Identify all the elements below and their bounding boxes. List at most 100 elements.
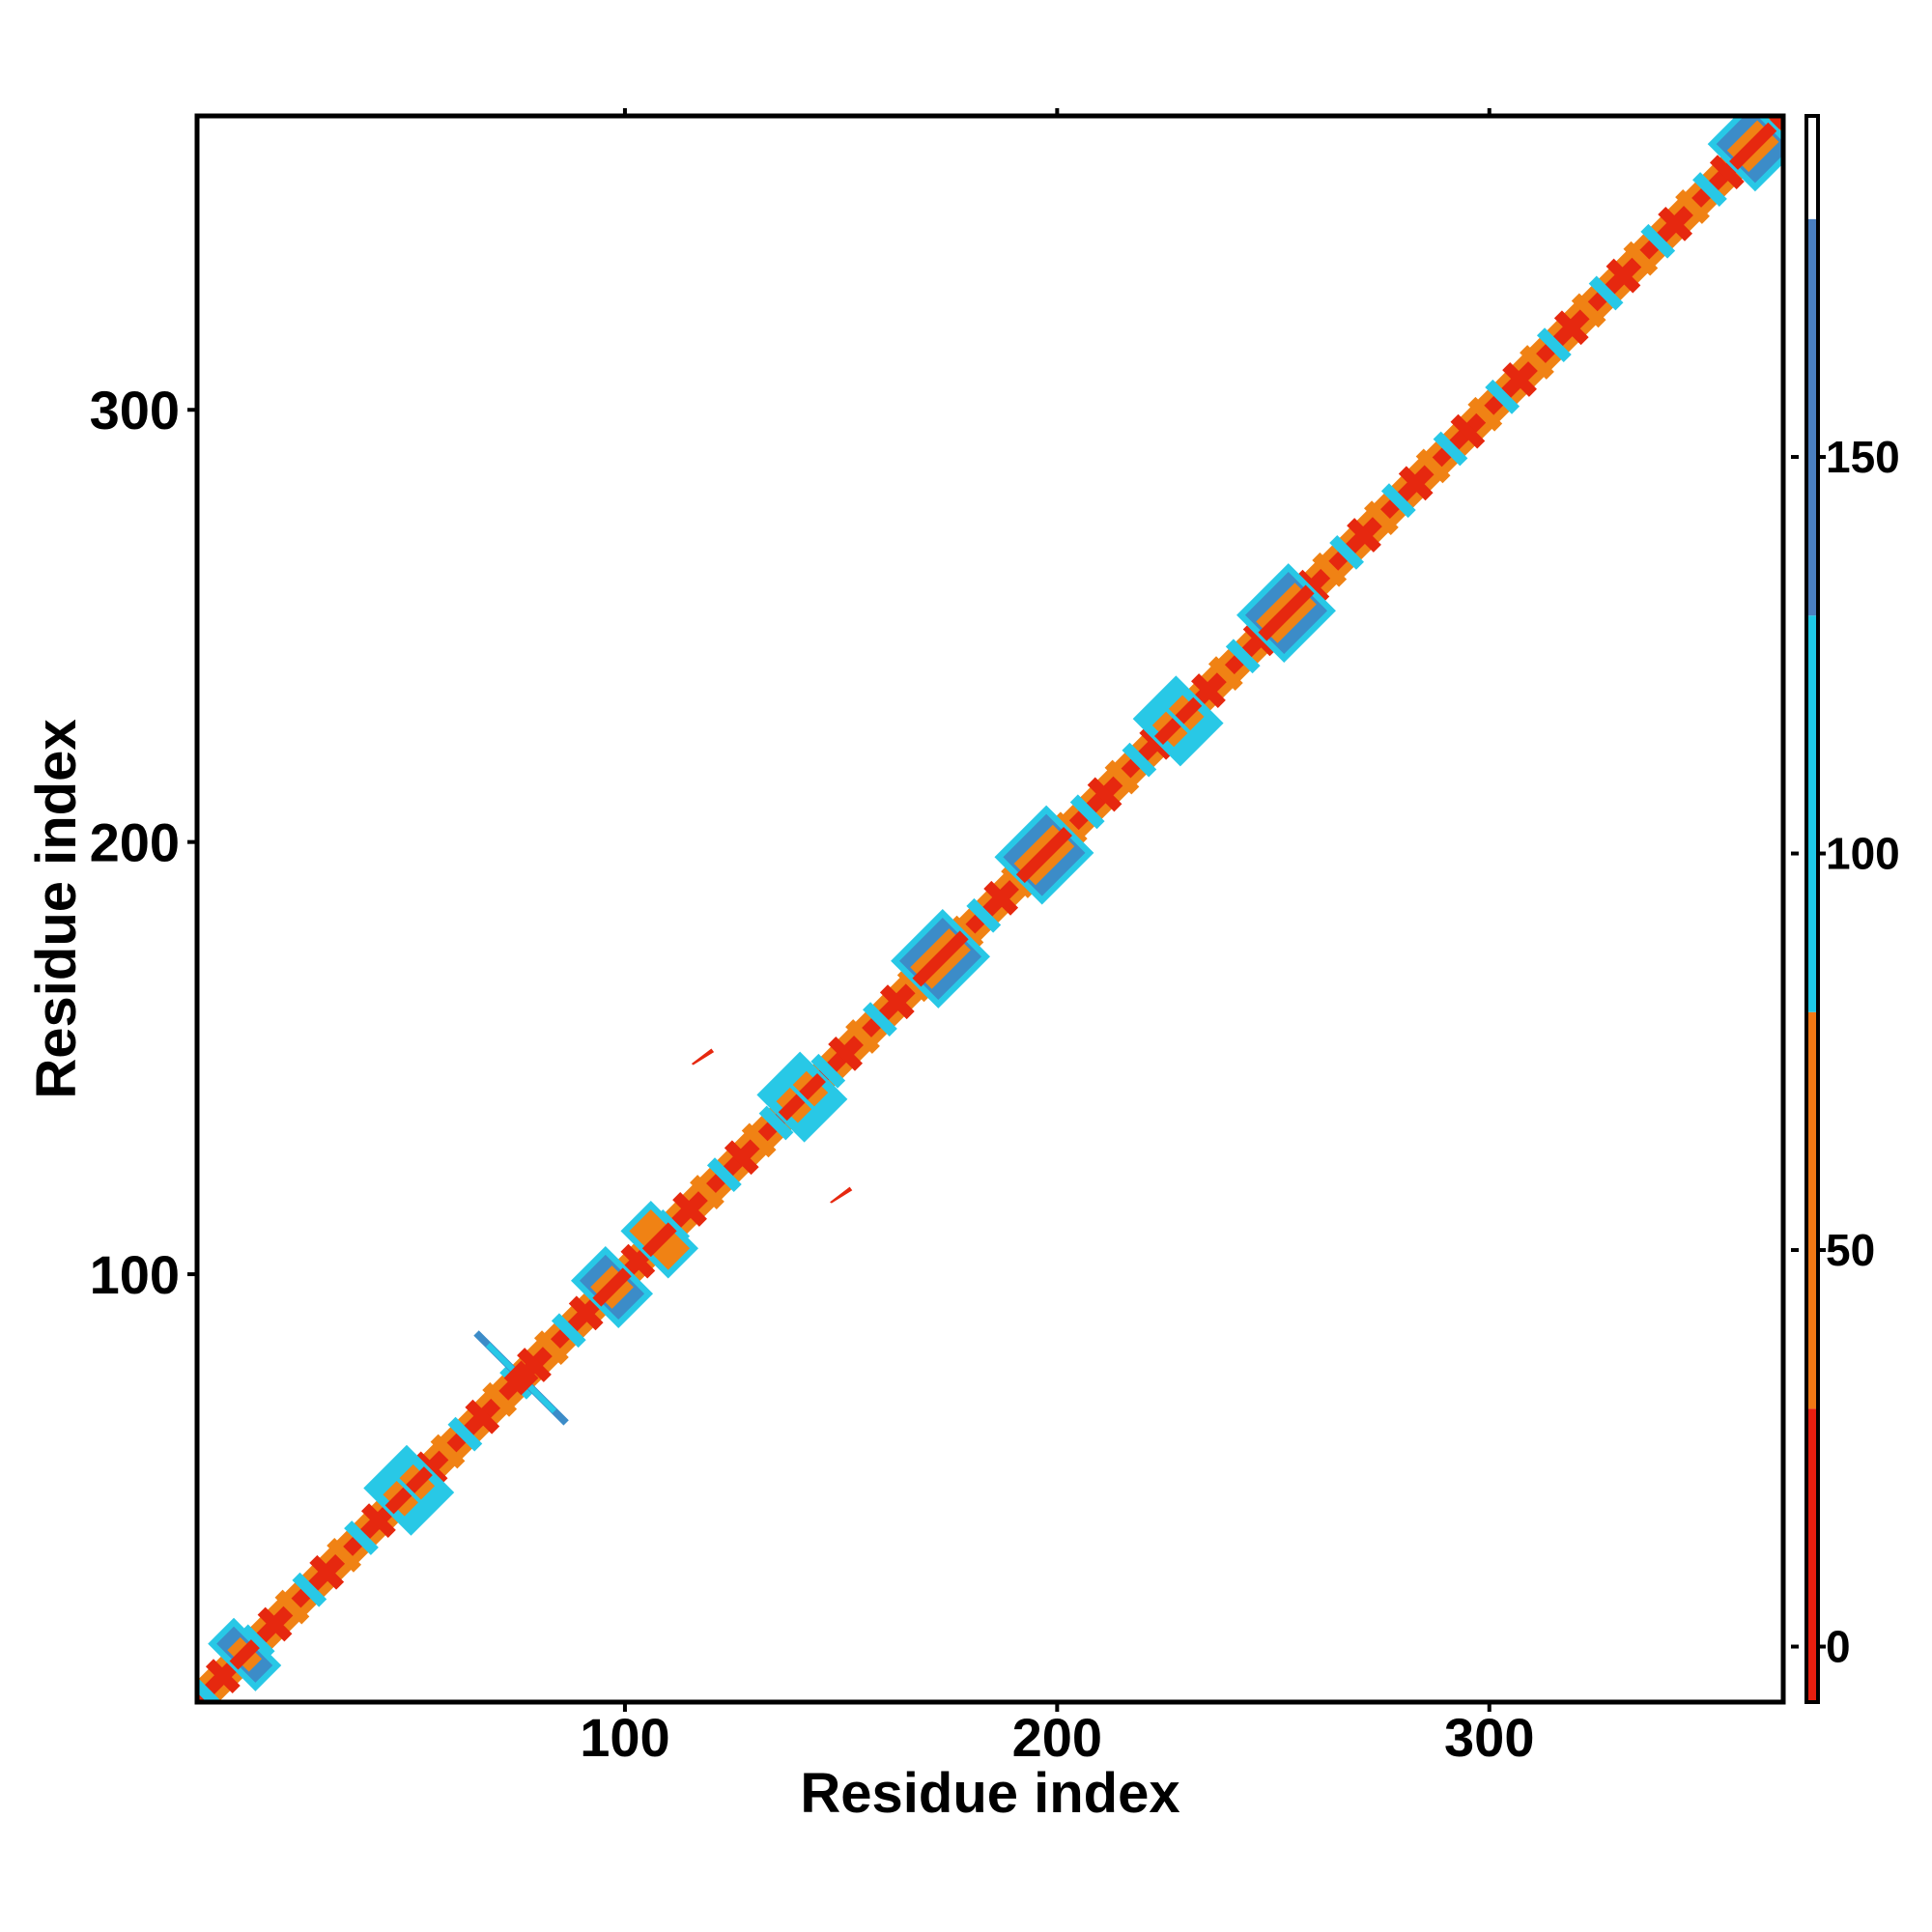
diagonal-fleck <box>205 1659 241 1694</box>
heatmap-cells <box>197 116 1783 1702</box>
diagonal-fleck <box>430 1434 466 1469</box>
diagonal-fleck <box>1640 223 1676 259</box>
diagonal-fleck <box>517 1348 552 1382</box>
diagonal-fleck <box>361 1503 396 1538</box>
y-tick-label: 200 <box>90 812 180 873</box>
x-tick-label: 100 <box>580 1707 669 1768</box>
blob-spike <box>1157 699 1200 742</box>
diagonal-fleck <box>1553 310 1589 346</box>
diagonal-fleck <box>1122 742 1157 778</box>
diagonal-fleck <box>1623 241 1659 276</box>
diagonal-fleck <box>810 1053 846 1089</box>
diagonal-fleck <box>1658 206 1693 242</box>
diagonal-fleck <box>1208 656 1243 692</box>
diagonal-fleck <box>1191 673 1226 708</box>
colorbar-tick-label: 100 <box>1826 829 1900 879</box>
diagonal-fleck <box>1312 552 1348 587</box>
off-diagonal-contact <box>830 1186 853 1204</box>
diagonal-fleck <box>966 897 1002 933</box>
colorbar-tick-label: 150 <box>1826 432 1900 482</box>
diagonal-fleck <box>1766 116 1783 133</box>
y-axis-title: Residue index <box>25 719 88 1098</box>
diagonal-fleck <box>1588 275 1624 311</box>
colorbar-band <box>1806 218 1818 616</box>
diagonal-fleck <box>292 1572 327 1607</box>
diagonal-fleck <box>257 1606 293 1642</box>
axis-ticks: 100 200 300 100 200 300 <box>90 108 1534 1768</box>
diagonal-fleck <box>447 1416 483 1452</box>
diagonal-fleck <box>863 1002 897 1037</box>
diagonal-fleck <box>845 1019 880 1054</box>
diagonal-fleck <box>672 1192 707 1227</box>
diagonal-fleck <box>741 1122 777 1158</box>
blob-diagonal <box>1729 122 1777 170</box>
diagonal-fleck <box>1087 777 1122 812</box>
diagonal-fleck <box>1709 155 1745 190</box>
blob-diagonal <box>641 1222 677 1258</box>
colorbar-band <box>1806 1408 1818 1702</box>
colorbar-band <box>1806 1011 1818 1409</box>
diagonal-fleck <box>1104 759 1140 795</box>
diagonal-fleck <box>1605 258 1641 294</box>
diagonal-fleck <box>344 1520 379 1555</box>
blob-diagonal <box>1015 826 1073 884</box>
diagonal-fleck <box>533 1330 569 1366</box>
plot-frame <box>194 113 1786 1705</box>
diagonal-fleck <box>327 1537 362 1573</box>
diagonal-fleck <box>758 1105 794 1141</box>
diagonal-fleck <box>983 880 1019 916</box>
diagonal-fleck <box>1450 413 1486 449</box>
diagonal-fleck <box>706 1157 742 1193</box>
colorbar-tick-label: 0 <box>1826 1622 1851 1672</box>
diagonal-fleck <box>879 984 915 1020</box>
blob-diagonal <box>912 930 969 987</box>
diagonal-fleck <box>1467 396 1503 432</box>
diagonal-fleck <box>1433 431 1468 467</box>
x-tick-label: 300 <box>1444 1707 1534 1768</box>
diagonal-fleck <box>568 1295 604 1331</box>
colorbar: 0 50 100 150 <box>1791 114 1900 1704</box>
diagonal-fleck <box>1398 466 1434 501</box>
diagonal-fleck <box>1347 518 1381 553</box>
diagonal-fleck <box>1329 534 1365 570</box>
blob-spike <box>387 1469 430 1512</box>
diagonal-fleck <box>1225 639 1261 674</box>
x-tick-label: 200 <box>1012 1707 1102 1768</box>
colorbar-band <box>1806 615 1818 1012</box>
y-tick-label: 300 <box>90 380 180 440</box>
diagonal-fleck <box>1485 379 1520 414</box>
diagonal-fleck <box>690 1175 724 1209</box>
diagonal-fleck <box>1364 500 1399 535</box>
main-diagonal <box>197 116 1783 1702</box>
diagonal-fleck <box>1415 448 1451 484</box>
blob-diagonal <box>229 1639 260 1670</box>
diagonal-fleck <box>1692 172 1727 207</box>
blob-diagonal <box>1258 584 1315 641</box>
diagonal-fleck <box>1502 362 1537 397</box>
diagonal-fleck <box>1520 345 1554 380</box>
diagonal-fleck <box>1571 293 1606 328</box>
diagonal-fleck <box>620 1243 656 1279</box>
diagonal-fleck <box>1380 483 1416 519</box>
diagonal-fleck <box>1069 794 1105 830</box>
diagonal-fleck <box>274 1589 310 1625</box>
colorbar-frame <box>1804 114 1820 1704</box>
colorbar-tick-label: 50 <box>1826 1225 1875 1275</box>
blob-diagonal <box>592 1267 632 1307</box>
colorbar-band <box>1806 116 1818 219</box>
diagonal-fleck <box>465 1399 500 1435</box>
diagonal-fleck <box>724 1140 759 1176</box>
diagonal-fleck <box>828 1036 864 1071</box>
y-tick-label: 100 <box>90 1244 180 1305</box>
cross-diagonal <box>503 1360 539 1396</box>
diagonal-fleck <box>482 1381 518 1417</box>
x-axis-title: Residue index <box>800 1762 1179 1825</box>
diagonal-fleck <box>197 1677 222 1702</box>
diagonal-fleck <box>1536 327 1572 363</box>
blob-spike <box>781 1076 823 1119</box>
diagonal-fleck <box>1675 189 1710 224</box>
off-diagonal-contact <box>691 1048 715 1065</box>
diagonal-fleck <box>309 1554 345 1590</box>
diagonal-fleck <box>551 1313 586 1349</box>
